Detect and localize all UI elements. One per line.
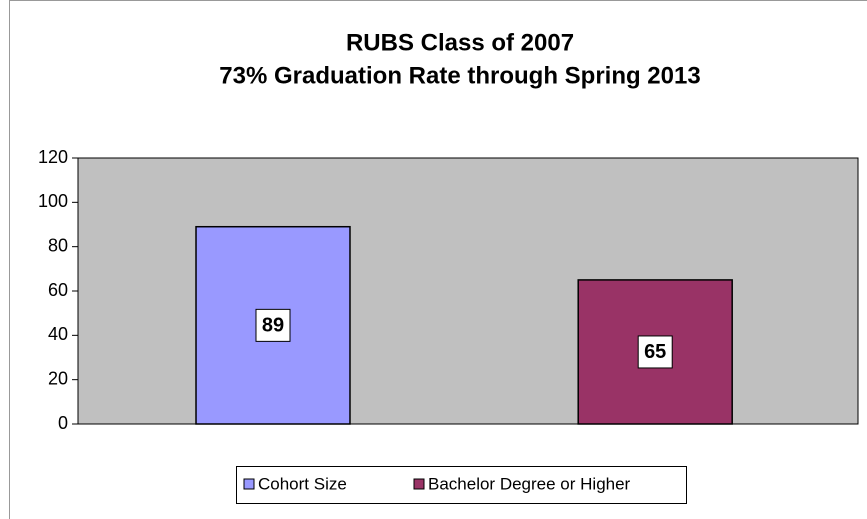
- legend-swatch: [413, 478, 425, 490]
- plot-background: [78, 158, 858, 424]
- data-label: 65: [644, 341, 666, 363]
- y-tick-label: 40: [48, 324, 68, 344]
- y-tick-label: 80: [48, 235, 68, 255]
- chart-title: RUBS Class of 2007: [346, 29, 574, 56]
- y-tick-label: 0: [58, 413, 68, 433]
- legend: [236, 466, 687, 504]
- chart-subtitle: 73% Graduation Rate through Spring 2013: [219, 62, 700, 89]
- y-tick-label: 100: [38, 191, 68, 211]
- y-tick-label: 20: [48, 368, 68, 388]
- plot-border: [77, 157, 859, 425]
- data-label: 89: [262, 315, 284, 337]
- legend-label: Bachelor Degree or Higher: [428, 474, 631, 493]
- y-tick-label: 60: [48, 280, 68, 300]
- legend-label: Cohort Size: [258, 474, 347, 493]
- data-label-box: [255, 308, 291, 342]
- data-label-box: [637, 335, 673, 369]
- plot-area: 0 20 40 60 80 100 120 89 65: [38, 147, 859, 433]
- y-tick-label: 120: [38, 147, 68, 167]
- legend-swatch: [243, 478, 255, 490]
- legend-items: Cohort Size Bachelor Degree or Higher: [243, 474, 631, 493]
